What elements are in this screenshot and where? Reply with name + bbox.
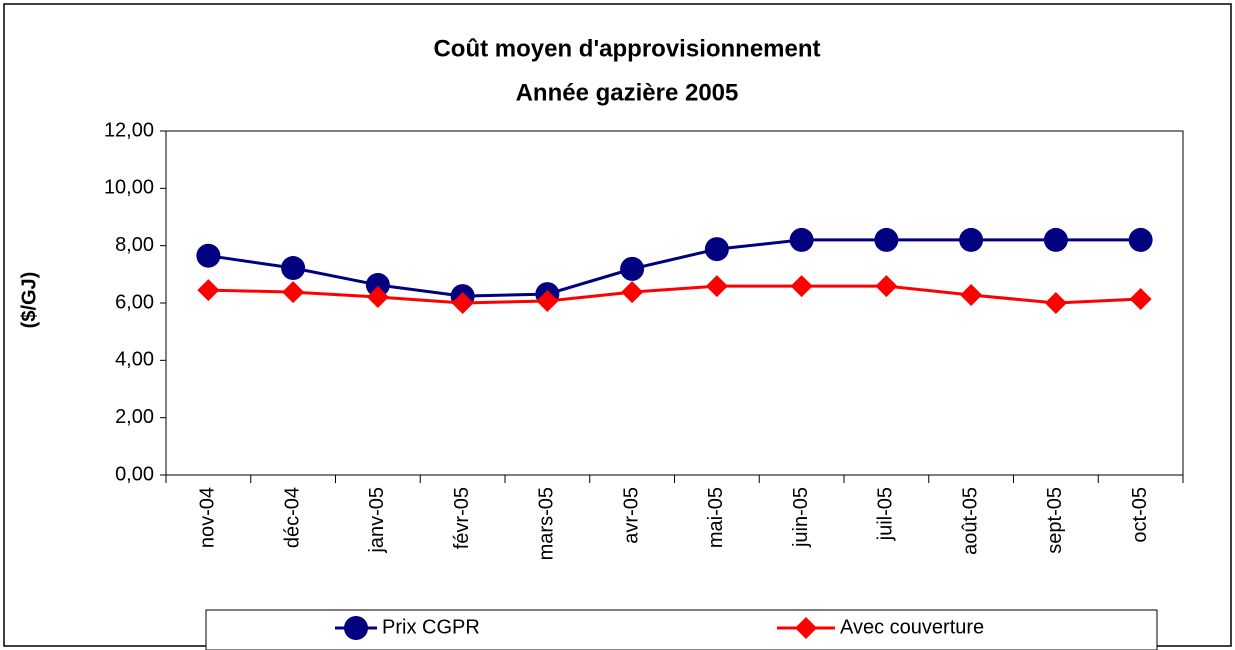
data-point bbox=[704, 237, 729, 262]
data-point bbox=[451, 292, 474, 314]
x-tick-label: mars-05 bbox=[536, 487, 558, 560]
x-tick-label: sept-05 bbox=[1044, 487, 1066, 554]
data-point bbox=[620, 256, 645, 281]
data-point bbox=[281, 256, 306, 281]
data-point bbox=[621, 281, 644, 304]
x-tick-label: déc-04 bbox=[281, 487, 303, 548]
y-tick-label: 2,00 bbox=[115, 406, 154, 428]
y-tick-label: 6,00 bbox=[115, 291, 154, 313]
data-point bbox=[1128, 227, 1153, 252]
legend-marker bbox=[795, 617, 817, 639]
legend-label: Prix CGPR bbox=[382, 616, 480, 638]
x-tick-label: août-05 bbox=[959, 487, 981, 555]
chart-subtitle: Année gazière 2005 bbox=[516, 79, 739, 106]
data-point bbox=[960, 283, 983, 306]
legend-label: Avec couverture bbox=[840, 616, 984, 638]
x-tick-label: mai-05 bbox=[705, 487, 727, 548]
data-point bbox=[196, 243, 221, 268]
data-point bbox=[874, 227, 899, 252]
data-point bbox=[1043, 227, 1068, 252]
data-point bbox=[875, 275, 898, 298]
y-tick-label: 8,00 bbox=[115, 234, 154, 256]
data-point bbox=[1129, 287, 1152, 310]
data-point bbox=[790, 275, 813, 298]
chart-border bbox=[3, 3, 1232, 647]
series-line bbox=[208, 238, 1141, 298]
y-tick-label: 0,00 bbox=[115, 463, 154, 485]
x-tick-label: juin-05 bbox=[790, 487, 812, 548]
x-tick-label: oct-05 bbox=[1129, 487, 1151, 543]
x-tick-label: janv-05 bbox=[366, 487, 388, 554]
data-point bbox=[1044, 292, 1067, 314]
series-line bbox=[208, 284, 1141, 305]
legend-marker bbox=[344, 616, 368, 640]
x-tick-label: nov-04 bbox=[197, 487, 219, 548]
y-tick-label: 4,00 bbox=[115, 349, 154, 371]
data-point bbox=[705, 275, 728, 298]
data-point bbox=[959, 227, 984, 252]
data-point bbox=[789, 227, 814, 252]
data-point bbox=[365, 272, 390, 297]
data-point bbox=[282, 281, 305, 304]
x-tick-label: avr-05 bbox=[620, 487, 642, 544]
y-axis-label: ($/GJ) bbox=[18, 272, 40, 329]
y-tick-label: 10,00 bbox=[104, 177, 154, 199]
x-tick-label: févr-05 bbox=[451, 487, 473, 549]
data-point bbox=[536, 289, 559, 312]
data-point bbox=[197, 279, 220, 302]
chart-title: Coût moyen d'approvisionnement bbox=[433, 35, 820, 62]
x-tick-label: juil-05 bbox=[875, 487, 897, 541]
y-tick-label: 12,00 bbox=[104, 119, 154, 141]
data-point bbox=[366, 285, 389, 308]
